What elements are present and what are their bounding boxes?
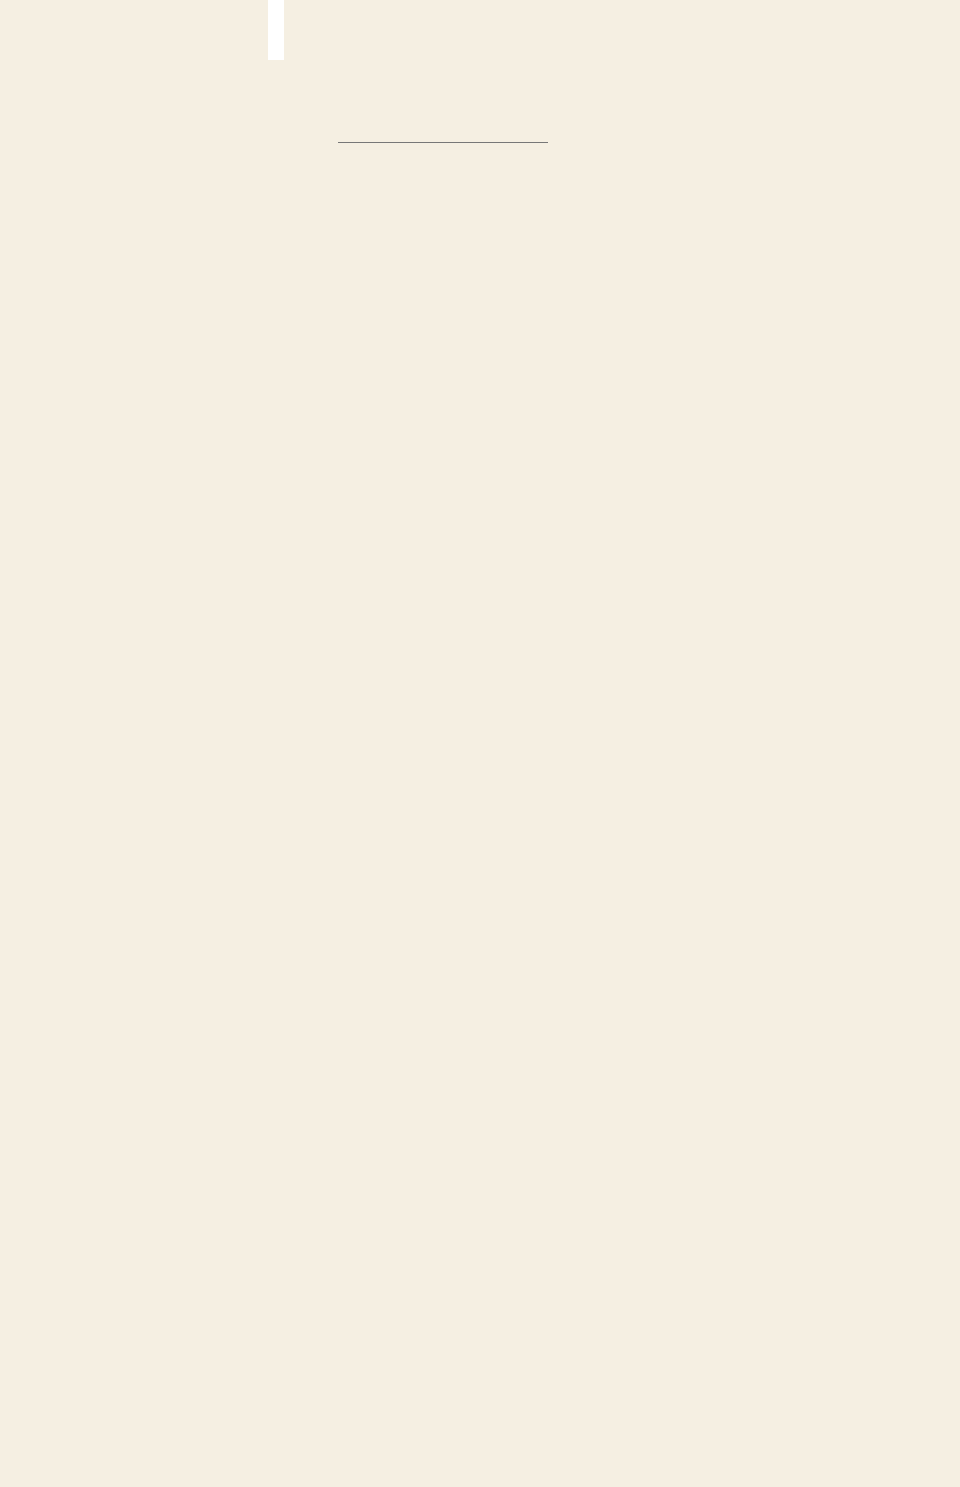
pie-charts-row (338, 332, 910, 480)
pie-chart (730, 350, 850, 470)
bar-chart-section (338, 142, 910, 322)
right-column (338, 92, 910, 480)
pie-chart (338, 350, 468, 480)
pie-block-business (338, 332, 608, 480)
page-content (0, 0, 960, 510)
bar-chart (338, 142, 518, 322)
pie-block-market (638, 332, 908, 480)
page-footer (894, 1451, 910, 1463)
sidebar-tab (268, 0, 284, 60)
left-column (50, 92, 316, 480)
target-line (338, 142, 548, 143)
